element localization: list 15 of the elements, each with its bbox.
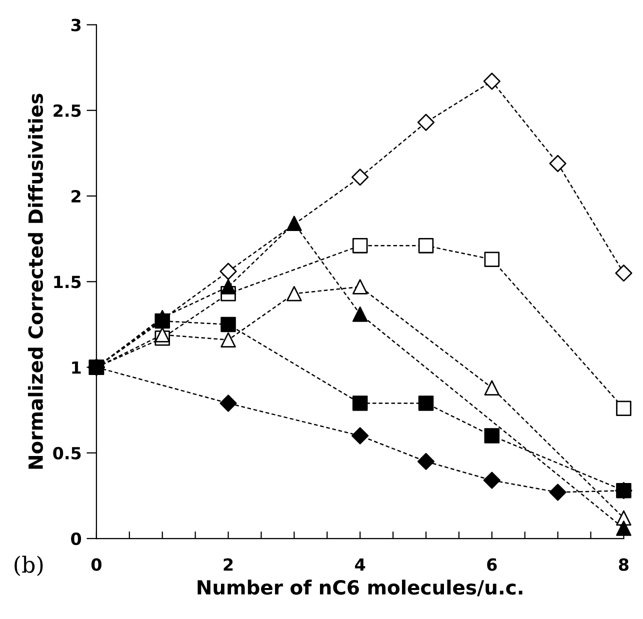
text: (b) bbox=[14, 556, 43, 576]
y-tick-label: 2.5 bbox=[54, 104, 81, 117]
y-axis-title: Normalized Corrected Diffusivities bbox=[28, 94, 44, 469]
x-tick-label: 2 bbox=[224, 558, 233, 571]
y-tick-label: 0.5 bbox=[53, 446, 81, 460]
y-tick-label: 2 bbox=[72, 190, 80, 202]
y-tick-label: 3 bbox=[71, 18, 81, 32]
y-tick-label: 1.5 bbox=[54, 276, 81, 288]
x-tick-label: 4 bbox=[355, 558, 366, 571]
x-tick-label: 0 bbox=[91, 558, 102, 571]
x-tick-label: 6 bbox=[487, 558, 497, 571]
x-axis-title: Number of nC6 molecules/u.c. bbox=[198, 580, 522, 596]
y-tick-label: 1 bbox=[72, 361, 81, 374]
x-tick-label: 8 bbox=[618, 558, 628, 571]
y-tick-label: 0 bbox=[71, 532, 82, 546]
